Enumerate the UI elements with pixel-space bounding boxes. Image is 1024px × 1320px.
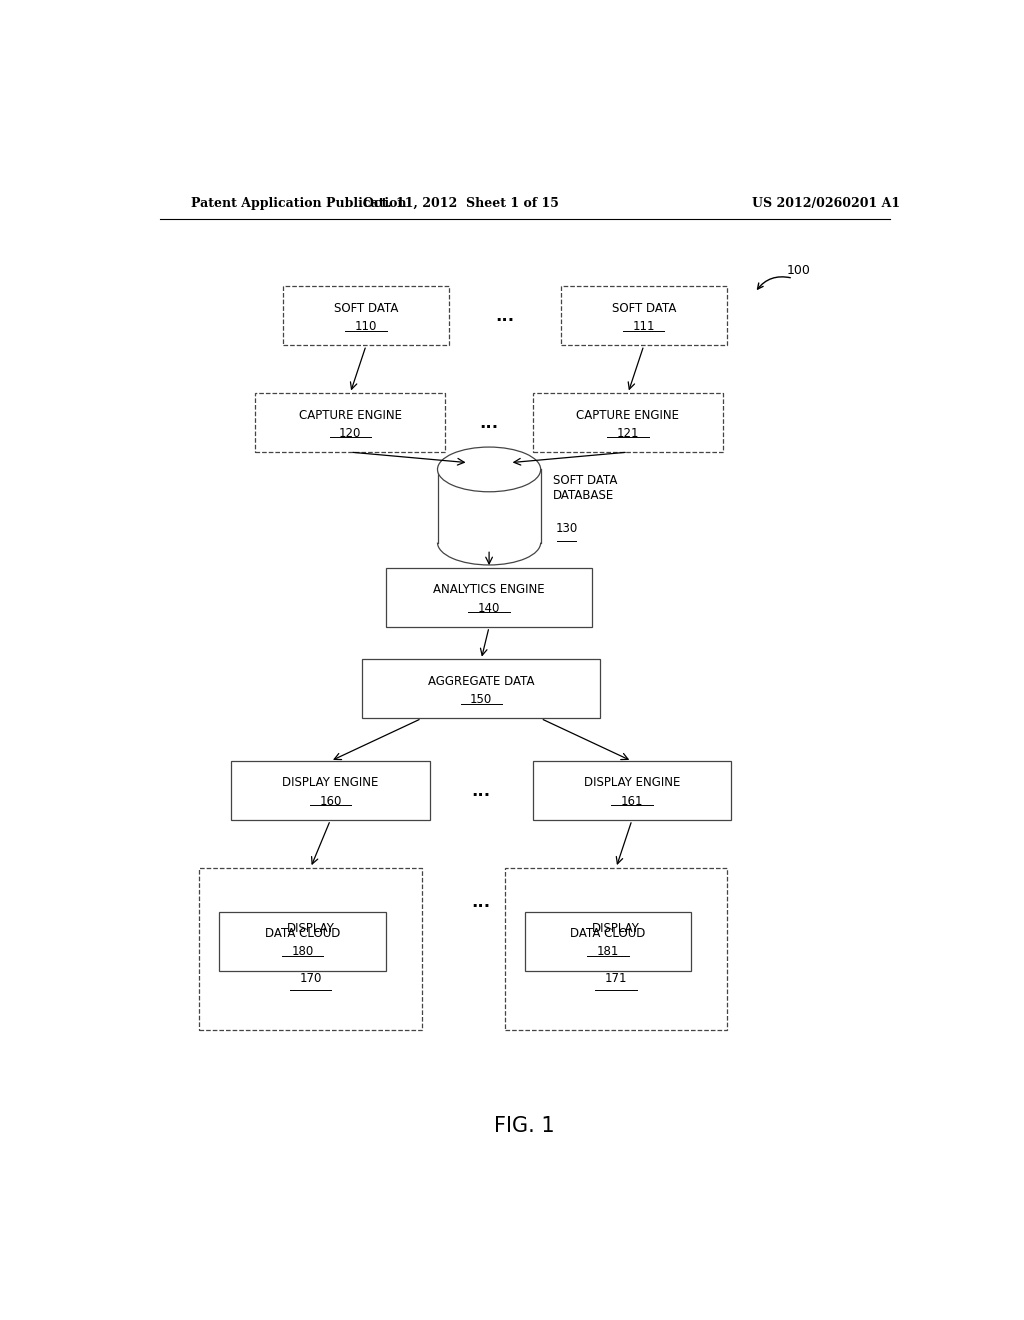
Text: ...: ... [479,413,499,432]
Text: 100: 100 [786,264,811,277]
Text: CAPTURE ENGINE: CAPTURE ENGINE [299,408,401,421]
Text: ...: ... [472,781,490,800]
Text: CAPTURE ENGINE: CAPTURE ENGINE [577,408,680,421]
Text: SOFT DATA: SOFT DATA [611,302,676,314]
Bar [231,762,430,820]
Text: 140: 140 [478,602,501,615]
Text: DISPLAY ENGINE: DISPLAY ENGINE [283,776,379,789]
Text: ...: ... [496,308,514,325]
Text: 150: 150 [470,693,493,706]
Bar [255,393,445,453]
Bar [362,660,600,718]
Text: ANALYTICS ENGINE: ANALYTICS ENGINE [433,583,545,597]
Text: DATA CLOUD: DATA CLOUD [265,927,340,940]
Bar [532,393,723,453]
Bar [283,286,450,346]
Text: 111: 111 [633,319,655,333]
Text: 161: 161 [621,795,643,808]
Text: 120: 120 [339,426,361,440]
Text: 171: 171 [605,972,628,985]
Text: US 2012/0260201 A1: US 2012/0260201 A1 [753,197,900,210]
Text: 121: 121 [616,426,639,440]
Text: FIG. 1: FIG. 1 [495,1115,555,1137]
Bar [200,867,422,1031]
Text: 130: 130 [556,521,578,535]
Text: SOFT DATA
DATABASE: SOFT DATA DATABASE [553,474,616,502]
Text: Oct. 11, 2012  Sheet 1 of 15: Oct. 11, 2012 Sheet 1 of 15 [364,197,559,210]
Text: 181: 181 [597,945,620,958]
Text: DISPLAY: DISPLAY [287,921,335,935]
Text: Patent Application Publication: Patent Application Publication [191,197,407,210]
Bar [219,912,386,970]
Text: DISPLAY: DISPLAY [592,921,640,935]
Bar [437,470,541,543]
Text: 170: 170 [299,972,322,985]
Text: 110: 110 [355,319,377,333]
Text: 160: 160 [319,795,342,808]
Bar [386,568,592,627]
Text: AGGREGATE DATA: AGGREGATE DATA [428,675,535,688]
Text: SOFT DATA: SOFT DATA [334,302,398,314]
Bar [524,912,691,970]
Text: ...: ... [472,894,490,911]
Text: 180: 180 [292,945,313,958]
Bar [505,867,727,1031]
Text: DISPLAY ENGINE: DISPLAY ENGINE [584,776,680,789]
Bar [532,762,731,820]
Bar [560,286,727,346]
Ellipse shape [437,447,541,492]
Text: DATA CLOUD: DATA CLOUD [570,927,646,940]
